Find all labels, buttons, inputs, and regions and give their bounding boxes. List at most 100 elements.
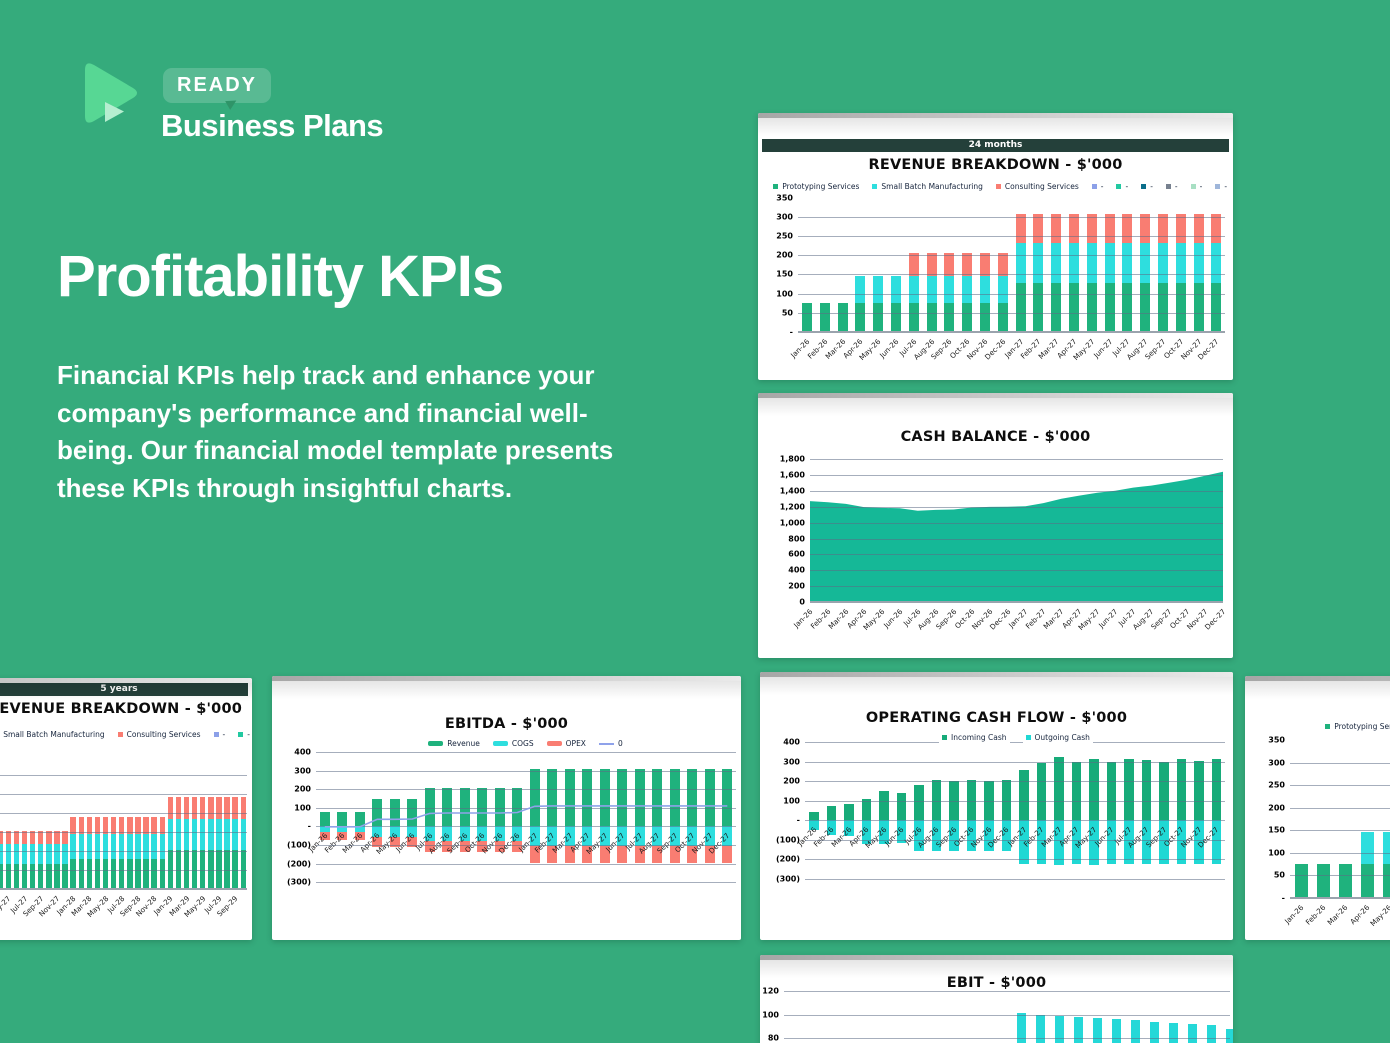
ebit-card: EBIT - $'00012010080604020-Jan-26Feb-26M… xyxy=(760,955,1233,1043)
bar-segment-prototyping-services xyxy=(5,864,12,889)
bar-segment-small-batch-manufacturing xyxy=(94,833,101,859)
bar-segment-incoming-cash xyxy=(1159,761,1169,820)
bar-segment-prototyping-services xyxy=(801,303,812,332)
bar-segment-opex xyxy=(389,836,400,847)
bar-segment-small-batch-manufacturing xyxy=(216,818,222,851)
gridline xyxy=(316,826,736,828)
bar-segment-small-batch-manufacturing xyxy=(1015,243,1026,283)
y-tick-label: 200 xyxy=(788,581,805,591)
bar-segment-incoming-cash xyxy=(1019,769,1029,820)
y-tick-label: 200 xyxy=(1268,803,1285,812)
bar-segment-ebit xyxy=(1036,1014,1045,1043)
bar-segment-incoming-cash xyxy=(826,806,836,820)
bar-segment-consulting-services xyxy=(191,797,198,819)
bar-segment-cogs xyxy=(337,826,348,832)
bar-segment-prototyping-services xyxy=(890,303,901,332)
bar-segment-small-batch-manufacturing xyxy=(1382,832,1390,864)
chart-legend: Revenue COGS OPEX 0 xyxy=(316,739,735,748)
bar-segment-prototyping-services xyxy=(86,858,93,889)
bar-segment-small-batch-manufacturing xyxy=(1211,243,1222,283)
y-tick-label: 120 xyxy=(762,986,779,996)
bar-segment-revenue xyxy=(477,788,488,827)
y-tick-label: 100 xyxy=(1268,848,1285,857)
bar-segment-prototyping-services xyxy=(1211,282,1222,332)
bar-segment-consulting-services xyxy=(1157,214,1168,244)
bar-segment-consulting-services xyxy=(94,817,101,834)
bar-segment-ebit xyxy=(1188,1023,1197,1043)
bar-segment-consulting-services xyxy=(216,797,222,819)
gridline xyxy=(810,459,1223,460)
legend-item-small-batch-manufacturing: Small Batch Manufacturing xyxy=(872,182,983,191)
bar-segment-consulting-services xyxy=(1051,214,1062,244)
chart-title: CASH BALANCE - $'000 xyxy=(900,429,1091,445)
bar-segment-ebit xyxy=(1150,1021,1159,1043)
gridline xyxy=(0,832,247,833)
bar-segment-incoming-cash xyxy=(879,791,889,820)
bar-segment-small-batch-manufacturing xyxy=(46,844,52,865)
period-badge-label: 5 years xyxy=(100,684,138,694)
y-tick-label: 150 xyxy=(1268,825,1285,835)
bar-segment-prototyping-services xyxy=(1175,282,1186,332)
bar-segment-consulting-services xyxy=(38,830,44,845)
legend-label: - xyxy=(247,730,250,739)
bar-segment-prototyping-services xyxy=(1122,282,1133,332)
bar-segment-small-batch-manufacturing xyxy=(1360,832,1374,864)
legend-item--: - xyxy=(213,730,225,739)
bar-segment-prototyping-services xyxy=(0,864,3,889)
bar-segment-cogs xyxy=(722,826,733,846)
bar-segment-consulting-services xyxy=(13,830,20,845)
y-tick-label: (100) xyxy=(286,840,311,850)
legend-label: Consulting Services xyxy=(126,730,201,739)
period-badge: 5 years xyxy=(0,683,248,696)
gridline xyxy=(798,293,1225,295)
bar-segment-cogs xyxy=(372,826,383,837)
x-axis-line xyxy=(798,330,1225,333)
y-tick-label: (200) xyxy=(286,859,311,869)
bar-segment-revenue xyxy=(442,788,453,827)
operating-cash-flow-card: OPERATING CASH FLOW - $'000 400 300 200 100 -… xyxy=(760,672,1233,940)
bar-segment-small-batch-manufacturing xyxy=(1175,243,1186,283)
bar-segment-outgoing-cash xyxy=(914,820,924,852)
bar-segment-prototyping-services xyxy=(143,858,149,889)
legend-label: Prototyping Services xyxy=(782,182,860,191)
bar-segment-prototyping-services xyxy=(159,858,165,889)
bar-segment-ebit xyxy=(1093,1018,1102,1043)
bar-segment-incoming-cash xyxy=(1054,757,1064,820)
legend-marker-icon xyxy=(1190,184,1196,189)
bar-segment-revenue xyxy=(459,788,470,827)
bar-segment-consulting-services xyxy=(102,817,109,834)
y-tick-label: 1,200 xyxy=(779,502,805,512)
play-icon xyxy=(85,63,137,123)
bar-segment-outgoing-cash xyxy=(879,820,889,844)
bar-segment-prototyping-services xyxy=(1086,282,1097,332)
bar-segment-prototyping-services xyxy=(183,850,190,889)
legend-item--: - xyxy=(1091,182,1103,191)
bar-segment-prototyping-services xyxy=(819,303,830,332)
bar-segment-opex xyxy=(512,840,523,852)
bar-segment-prototyping-services xyxy=(119,858,125,889)
bar-segment-consulting-services xyxy=(70,817,76,834)
bar-segment-outgoing-cash xyxy=(1071,820,1081,865)
bar-segment-prototyping-services xyxy=(962,303,973,332)
bar-segment-outgoing-cash xyxy=(1054,820,1064,866)
bar-segment-small-batch-manufacturing xyxy=(175,818,182,851)
legend-marker-icon xyxy=(1325,724,1331,729)
bar-segment-consulting-services xyxy=(1211,214,1222,244)
bar-segment-prototyping-services xyxy=(926,303,937,332)
legend-item-opex: OPEX xyxy=(546,739,586,748)
y-tick-label: - xyxy=(1281,893,1285,902)
bar-segment-opex xyxy=(617,845,628,863)
bar-segment-cogs xyxy=(652,826,663,846)
legend-marker-icon xyxy=(1116,184,1122,189)
bar-segment-consulting-services xyxy=(159,817,165,834)
bar-segment-prototyping-services xyxy=(1157,282,1168,332)
legend-marker-icon xyxy=(872,184,878,189)
bar-segment-small-batch-manufacturing xyxy=(54,844,60,865)
bar-segment-revenue xyxy=(652,769,663,827)
bar-segment-prototyping-services xyxy=(54,864,60,889)
y-tick-label: 300 xyxy=(776,212,793,222)
y-tick-label: 300 xyxy=(294,766,311,776)
bar-segment-cogs xyxy=(459,826,470,841)
y-tick-label: 600 xyxy=(788,549,805,559)
bar-segment-revenue xyxy=(704,769,715,827)
